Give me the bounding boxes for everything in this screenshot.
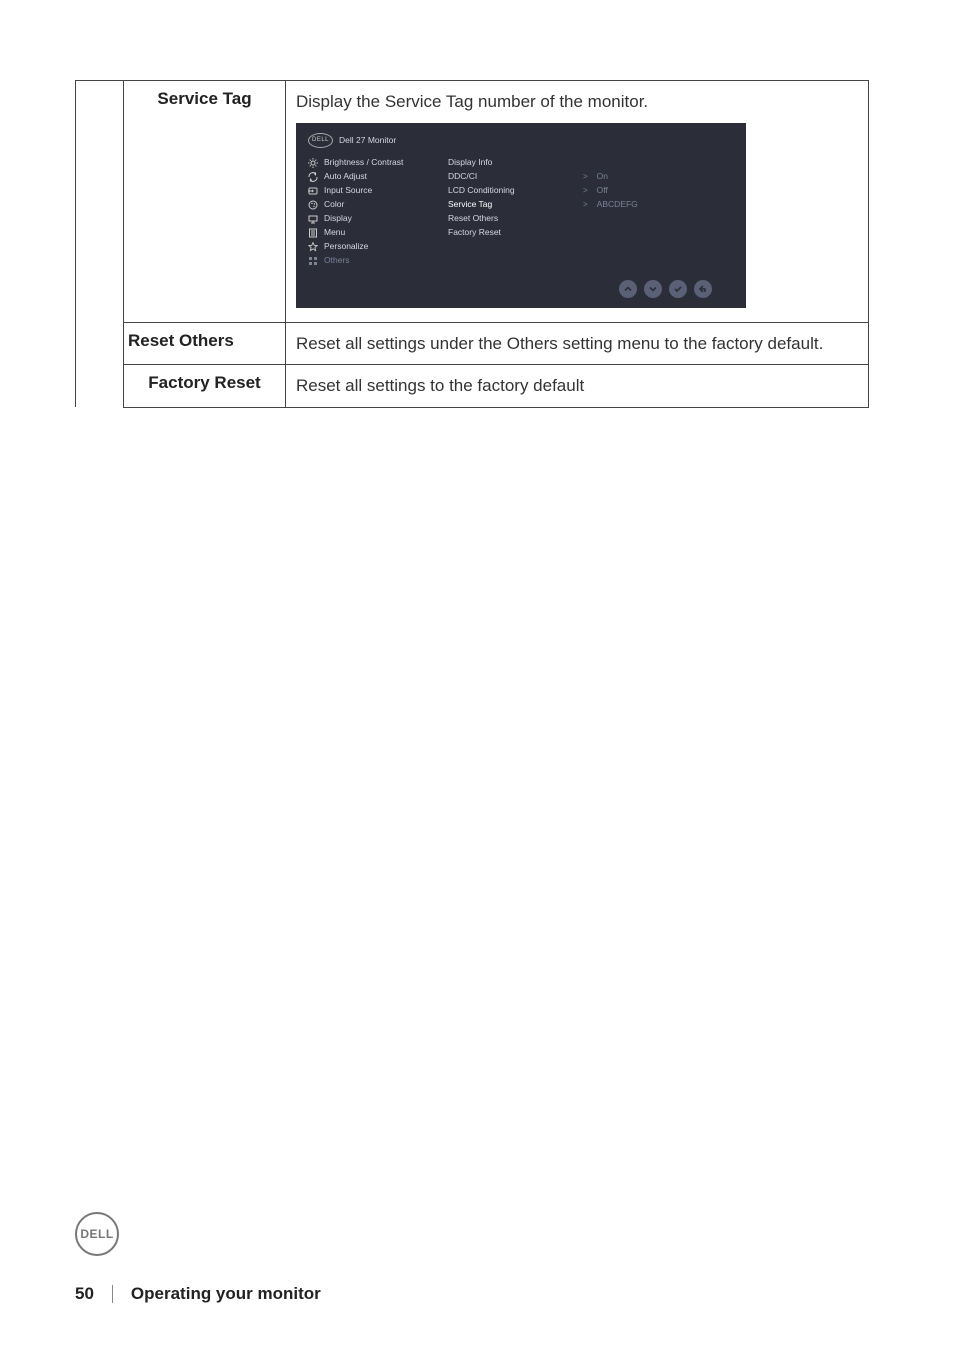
menu-item: Brightness / Contrast <box>324 156 403 169</box>
chevron-right-icon: > <box>583 185 588 197</box>
chevron-down-icon <box>648 284 658 294</box>
side-column <box>76 81 124 408</box>
osd-panel: DELL Dell 27 Monitor Brightness / Contra… <box>296 123 746 308</box>
nav-ok-button[interactable] <box>669 280 687 298</box>
menu-item: Display <box>324 212 352 225</box>
auto-adjust-icon <box>308 172 318 182</box>
display-icon <box>308 214 318 224</box>
dell-logo-icon: DELL <box>75 1212 119 1256</box>
color-icon <box>308 200 318 210</box>
desc-text: Reset all settings under the Others sett… <box>296 334 823 353</box>
osd-middle-menu: Display Info DDC/CI LCD Conditioning Ser… <box>448 156 583 268</box>
input-source-icon <box>308 186 318 196</box>
chevron-right-icon: > <box>583 171 588 183</box>
menu-item: Personalize <box>324 240 368 253</box>
footer-divider <box>112 1285 113 1303</box>
others-icon <box>308 256 318 266</box>
row-label-factory-reset: Factory Reset <box>124 365 286 408</box>
submenu-item: DDC/CI <box>448 170 477 183</box>
submenu-item: Factory Reset <box>448 226 501 239</box>
chevron-up-icon <box>623 284 633 294</box>
desc-text: Reset all settings to the factory defaul… <box>296 376 584 395</box>
label-text: Service Tag <box>157 89 251 108</box>
row-label-service-tag: Service Tag <box>124 81 286 323</box>
menu-item: Auto Adjust <box>324 170 367 183</box>
section-title: Operating your monitor <box>131 1284 321 1304</box>
submenu-item-selected: Service Tag <box>448 198 492 211</box>
value-text: ABCDEFG <box>597 198 638 211</box>
chevron-right-icon: > <box>583 199 588 211</box>
value-text: Off <box>597 184 608 197</box>
value-text: On <box>597 170 608 183</box>
nav-down-button[interactable] <box>644 280 662 298</box>
menu-item: Input Source <box>324 184 372 197</box>
osd-right-values: > On > Off > ABCDEFG <box>583 156 703 268</box>
menu-item: Color <box>324 198 344 211</box>
nav-up-button[interactable] <box>619 280 637 298</box>
submenu-item: LCD Conditioning <box>448 184 515 197</box>
osd-title-row: DELL Dell 27 Monitor <box>308 133 734 148</box>
osd-title-text: Dell 27 Monitor <box>339 134 396 147</box>
brand-text: DELL <box>80 1227 113 1241</box>
brightness-icon <box>308 158 318 168</box>
row-desc-factory-reset: Reset all settings to the factory defaul… <box>286 365 869 408</box>
osd-nav-buttons <box>619 280 712 298</box>
submenu-item: Reset Others <box>448 212 498 225</box>
submenu-item: Display Info <box>448 156 492 169</box>
menu-item: Others <box>324 254 350 267</box>
personalize-icon <box>308 242 318 252</box>
check-icon <box>673 284 683 294</box>
nav-back-button[interactable] <box>694 280 712 298</box>
desc-text: Display the Service Tag number of the mo… <box>296 92 648 111</box>
settings-table: Service Tag Display the Service Tag numb… <box>75 80 869 408</box>
menu-item: Menu <box>324 226 345 239</box>
row-desc-service-tag: Display the Service Tag number of the mo… <box>286 81 869 323</box>
page-number: 50 <box>75 1284 94 1304</box>
menu-icon <box>308 228 318 238</box>
back-icon <box>698 284 708 294</box>
row-desc-reset-others: Reset all settings under the Others sett… <box>286 322 869 365</box>
row-label-reset-others: Reset Others <box>124 322 286 365</box>
dell-badge-icon: DELL <box>308 133 333 148</box>
page-footer: DELL 50 Operating your monitor <box>75 1212 869 1304</box>
label-text: Factory Reset <box>148 373 260 392</box>
osd-left-menu: Brightness / Contrast Auto Adjust Input … <box>308 156 448 268</box>
label-text: Reset Others <box>128 331 234 350</box>
